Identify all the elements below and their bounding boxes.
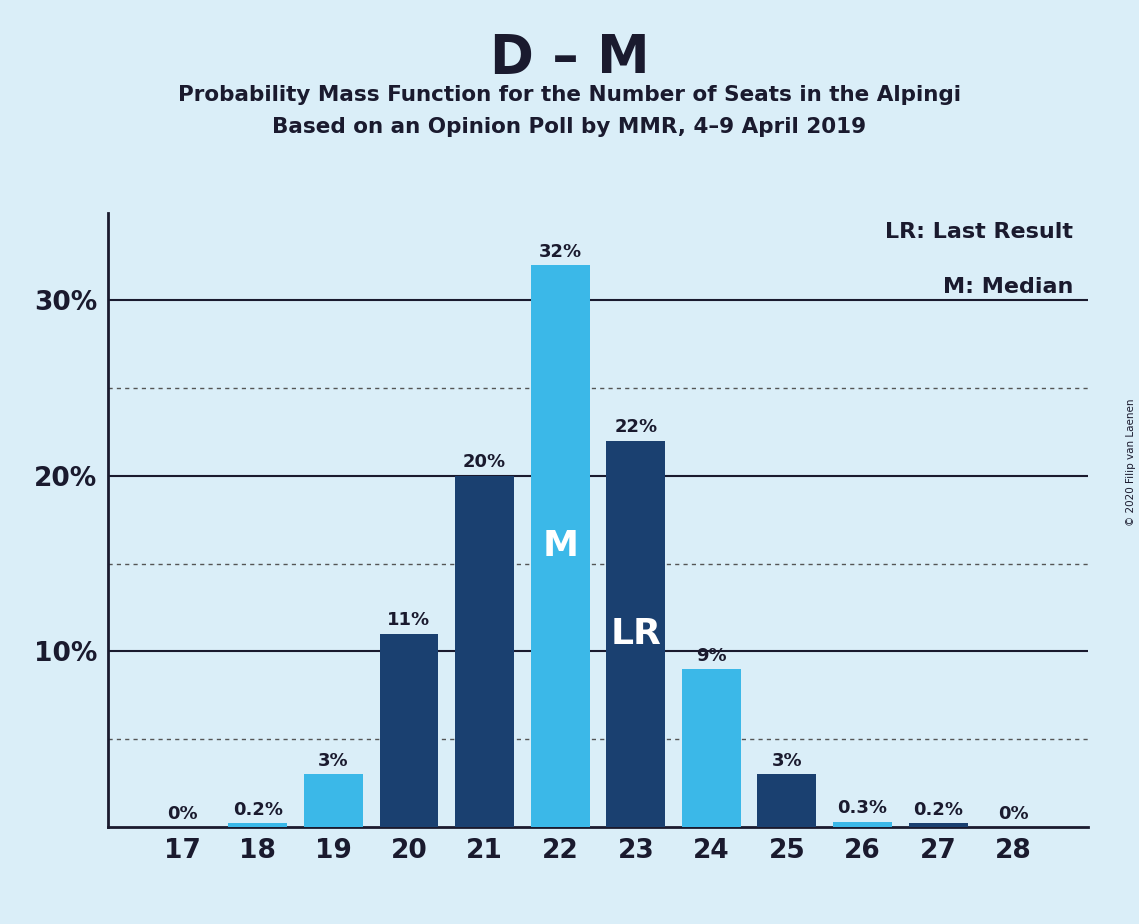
Bar <box>682 669 740 827</box>
Text: M: Median: M: Median <box>943 277 1073 297</box>
Text: 11%: 11% <box>387 612 431 629</box>
Text: 9%: 9% <box>696 647 727 664</box>
Bar <box>228 823 287 827</box>
Text: 0.3%: 0.3% <box>837 799 887 818</box>
Text: Based on an Opinion Poll by MMR, 4–9 April 2019: Based on an Opinion Poll by MMR, 4–9 Apr… <box>272 117 867 138</box>
Text: M: M <box>542 529 579 563</box>
Text: 20%: 20% <box>464 454 506 471</box>
Bar <box>379 634 439 827</box>
Bar <box>531 265 590 827</box>
Text: 0.2%: 0.2% <box>232 801 282 819</box>
Bar <box>304 774 363 827</box>
Text: D – M: D – M <box>490 32 649 84</box>
Text: Probability Mass Function for the Number of Seats in the Alpingi: Probability Mass Function for the Number… <box>178 85 961 105</box>
Text: LR: Last Result: LR: Last Result <box>885 222 1073 242</box>
Bar <box>606 441 665 827</box>
Bar <box>833 821 892 827</box>
Bar <box>456 476 514 827</box>
Text: 3%: 3% <box>771 752 802 770</box>
Text: 0.2%: 0.2% <box>913 801 964 819</box>
Text: 3%: 3% <box>318 752 349 770</box>
Text: 0%: 0% <box>167 805 197 822</box>
Text: © 2020 Filip van Laenen: © 2020 Filip van Laenen <box>1126 398 1136 526</box>
Text: 32%: 32% <box>539 243 582 261</box>
Text: LR: LR <box>611 617 662 650</box>
Bar <box>757 774 817 827</box>
Text: 0%: 0% <box>999 805 1029 822</box>
Bar <box>909 823 968 827</box>
Text: 22%: 22% <box>614 419 657 436</box>
